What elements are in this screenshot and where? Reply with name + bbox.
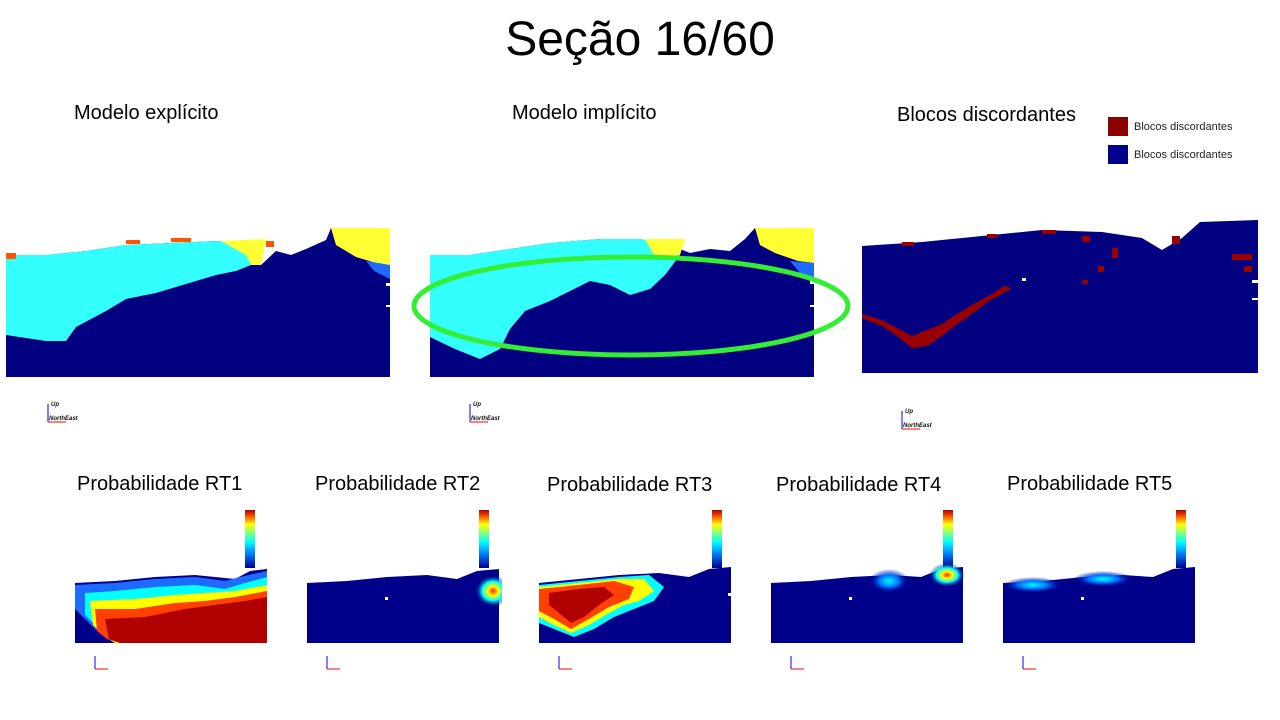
- panel-label-probability-rt1: Probabilidade RT1: [77, 473, 243, 495]
- legend-item-red: Blocos discordantes: [1108, 117, 1232, 136]
- discordant-blocks-section-image: [862, 220, 1258, 373]
- probability-rt4-image: [771, 510, 965, 643]
- axis-gizmo: [790, 656, 804, 670]
- axis-gizmo: [94, 656, 108, 670]
- axis-label-up: Up: [905, 409, 913, 415]
- axis-gizmo: Up North East: [47, 402, 79, 423]
- probability-rt3-image: [539, 510, 731, 643]
- axis-label-up: Up: [473, 402, 481, 408]
- panel-label-discordant-blocks: Blocos discordantes: [897, 104, 1076, 126]
- axis-gizmo: [558, 656, 572, 670]
- axis-label-east: East: [919, 423, 933, 429]
- axis-gizmo: [326, 656, 340, 670]
- panel-label-probability-rt5: Probabilidade RT5: [1007, 473, 1173, 495]
- probability-rt2-image: [307, 510, 502, 643]
- axis-gizmo: [1022, 656, 1036, 670]
- legend-swatch-blue: [1108, 145, 1128, 164]
- panel-label-implicit-model: Modelo implícito: [512, 102, 657, 124]
- axis-gizmo: Up North East: [901, 409, 933, 430]
- axis-label-east: East: [487, 416, 501, 422]
- legend-swatch-red: [1108, 117, 1128, 136]
- legend-item-label: Blocos discordantes: [1134, 148, 1233, 161]
- panel-label-probability-rt4: Probabilidade RT4: [776, 474, 942, 496]
- legend-item-blue: Blocos discordantes: [1108, 145, 1232, 164]
- axis-label-north: North: [471, 416, 487, 422]
- axis-label-north: North: [903, 423, 919, 429]
- implicit-model-section-image: [411, 228, 851, 377]
- legend-item-label: Blocos discordantes: [1134, 120, 1233, 133]
- axis-label-north: North: [49, 416, 65, 422]
- legend: Blocos discordantes Blocos discordantes: [1108, 117, 1232, 164]
- probability-rt5-image: [1003, 510, 1195, 643]
- axis-gizmo: Up North East: [469, 402, 501, 423]
- probability-rt1-image: [75, 510, 267, 643]
- panel-label-probability-rt3: Probabilidade RT3: [547, 474, 713, 496]
- axis-label-east: East: [65, 416, 79, 422]
- explicit-model-section-image: [6, 228, 390, 377]
- axis-label-up: Up: [51, 402, 59, 408]
- panel-label-explicit-model: Modelo explícito: [74, 102, 219, 124]
- highlight-ellipse: [411, 254, 851, 358]
- page-title: Seção 16/60: [505, 13, 775, 66]
- panel-label-probability-rt2: Probabilidade RT2: [315, 473, 481, 495]
